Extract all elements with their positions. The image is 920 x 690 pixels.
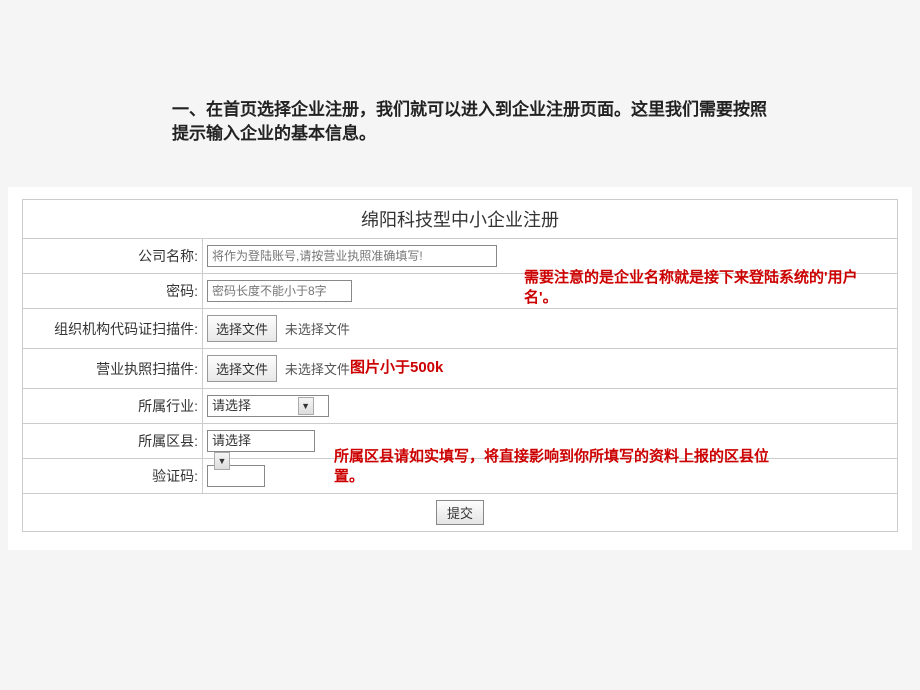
- annotation-district: 所属区县请如实填写，将直接影响到你所填写的资料上报的区县位置。: [334, 447, 784, 488]
- row-submit: 提交: [23, 494, 898, 532]
- license-file-status: 未选择文件: [285, 359, 350, 378]
- industry-select-value: 请选择: [212, 396, 292, 416]
- label-org-code-scan: 组织机构代码证扫描件:: [23, 309, 203, 349]
- row-org-code-scan: 组织机构代码证扫描件: 选择文件 未选择文件: [23, 309, 898, 349]
- label-password: 密码:: [23, 274, 203, 309]
- industry-select[interactable]: 请选择 ▼: [207, 395, 329, 417]
- submit-button[interactable]: 提交: [436, 500, 484, 525]
- chevron-down-icon: ▼: [298, 397, 314, 415]
- annotation-company-name: 需要注意的是企业名称就是接下来登陆系统的'用户名'。: [524, 268, 884, 309]
- label-license-scan: 营业执照扫描件:: [23, 349, 203, 389]
- org-code-file-button[interactable]: 选择文件: [207, 315, 277, 342]
- row-industry: 所属行业: 请选择 ▼: [23, 389, 898, 424]
- label-district: 所属区县:: [23, 424, 203, 459]
- label-captcha: 验证码:: [23, 459, 203, 494]
- org-code-file-status: 未选择文件: [285, 319, 350, 338]
- label-industry: 所属行业:: [23, 389, 203, 424]
- company-name-input[interactable]: [207, 245, 497, 267]
- district-select-value: 请选择: [212, 431, 292, 451]
- form-title: 绵阳科技型中小企业注册: [23, 200, 898, 239]
- annotation-file-size: 图片小于500k: [350, 358, 550, 378]
- district-select[interactable]: 请选择 ▼: [207, 430, 315, 452]
- license-file-button[interactable]: 选择文件: [207, 355, 277, 382]
- chevron-down-icon: ▼: [214, 452, 230, 470]
- label-company-name: 公司名称:: [23, 239, 203, 274]
- instruction-text: 一、在首页选择企业注册，我们就可以进入到企业注册页面。这里我们需要按照提示输入企…: [172, 98, 782, 146]
- password-input[interactable]: [207, 280, 352, 302]
